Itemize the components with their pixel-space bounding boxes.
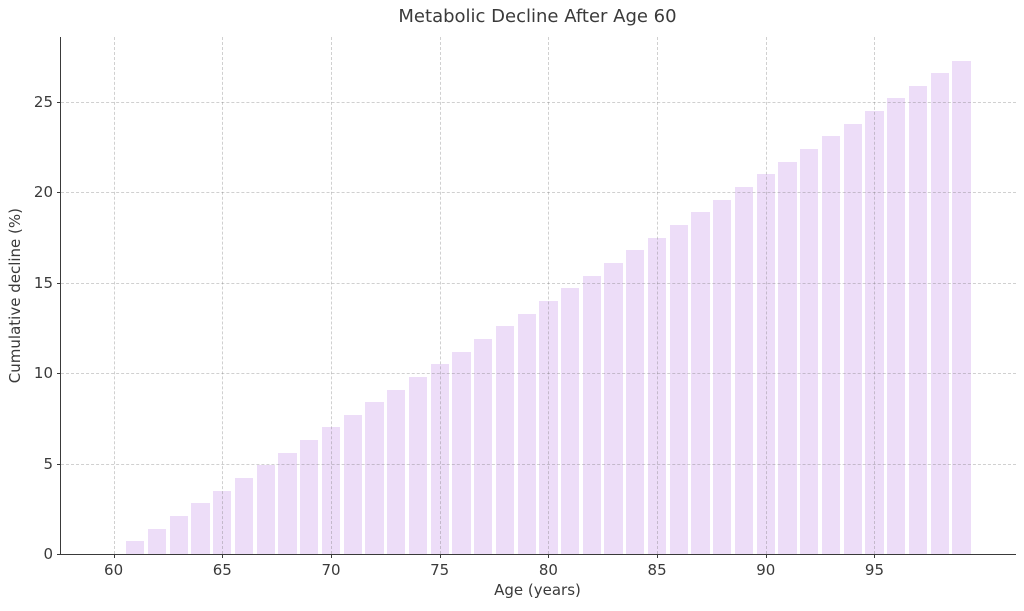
bar xyxy=(300,440,319,554)
x-axis-label: Age (years) xyxy=(494,581,581,599)
bar xyxy=(647,237,667,554)
bar xyxy=(234,478,254,554)
bar xyxy=(887,98,906,554)
x-gridline xyxy=(222,37,224,554)
x-gridline xyxy=(113,37,115,554)
x-tick-label: 70 xyxy=(321,561,341,579)
bar xyxy=(930,73,949,554)
y-tick-label: 20 xyxy=(33,183,53,202)
bar xyxy=(365,402,384,554)
y-gridline xyxy=(61,282,1016,284)
x-tick-label: 65 xyxy=(212,561,232,579)
bar xyxy=(691,212,710,554)
bar xyxy=(147,528,167,554)
bar xyxy=(474,338,493,554)
x-tick-label: 90 xyxy=(756,561,776,579)
x-tick-mark xyxy=(548,554,550,558)
x-tick-mark xyxy=(439,554,441,558)
y-tick-mark xyxy=(57,282,61,284)
bar xyxy=(756,174,775,554)
chart-title: Metabolic Decline After Age 60 xyxy=(398,6,677,27)
x-gridline xyxy=(548,37,550,554)
bar xyxy=(778,161,797,554)
x-tick-label: 75 xyxy=(430,561,450,579)
bar xyxy=(126,541,145,554)
y-tick-label: 15 xyxy=(33,273,53,292)
y-gridline xyxy=(61,373,1016,375)
y-tick-label: 25 xyxy=(33,93,53,112)
x-gridline xyxy=(765,37,767,554)
y-gridline xyxy=(61,102,1016,104)
bar xyxy=(408,376,428,554)
y-tick-mark xyxy=(57,463,61,465)
y-tick-mark xyxy=(57,554,61,555)
bar xyxy=(952,60,971,554)
x-gridline xyxy=(874,37,876,554)
bar xyxy=(908,85,928,554)
plot-area: 60 65 70 75 80 85 90 95 0 5 10 15 20 25 xyxy=(34,37,1016,579)
x-tick-label: 85 xyxy=(647,561,667,579)
bar xyxy=(865,111,884,554)
bar xyxy=(821,136,841,554)
bar xyxy=(321,427,341,554)
y-tick-label: 10 xyxy=(33,364,53,383)
bar xyxy=(343,414,362,554)
bar xyxy=(604,262,623,554)
bar xyxy=(626,250,645,554)
y-tick-label: 5 xyxy=(43,454,53,473)
x-tick-mark xyxy=(113,554,115,558)
bar xyxy=(800,149,819,554)
bar xyxy=(430,364,449,554)
y-tick-label: 0 xyxy=(43,545,53,563)
x-tick-mark xyxy=(765,554,767,558)
y-axis-label-container: Cumulative decline (%) xyxy=(4,37,26,554)
bar xyxy=(191,503,210,554)
bar xyxy=(495,326,515,554)
x-tick-mark xyxy=(331,554,332,558)
y-axis-label: Cumulative decline (%) xyxy=(6,207,24,384)
x-gridline xyxy=(331,37,332,554)
y-gridline xyxy=(61,463,1016,465)
y-tick-mark xyxy=(57,373,61,375)
bar xyxy=(387,389,406,554)
x-tick-mark xyxy=(222,554,224,558)
y-gridline xyxy=(61,192,1016,194)
x-tick-label: 95 xyxy=(864,561,885,579)
x-gridline xyxy=(439,37,441,554)
bar xyxy=(713,199,732,554)
bar xyxy=(539,300,558,554)
bar xyxy=(452,351,471,554)
x-tick-mark xyxy=(657,554,659,558)
x-tick-label: 80 xyxy=(538,561,558,579)
y-tick-mark xyxy=(57,102,61,104)
x-tick-mark xyxy=(874,554,876,558)
bar xyxy=(517,313,536,554)
bar xyxy=(582,275,601,554)
bar xyxy=(256,465,275,554)
bar xyxy=(213,490,232,554)
bar xyxy=(278,452,297,554)
bar xyxy=(169,516,188,554)
bar xyxy=(561,288,580,554)
x-gridline xyxy=(657,37,659,554)
x-tick-label: 60 xyxy=(104,561,124,579)
bar xyxy=(669,225,688,554)
bar xyxy=(843,123,862,554)
y-tick-mark xyxy=(57,192,61,194)
bar xyxy=(734,187,754,554)
